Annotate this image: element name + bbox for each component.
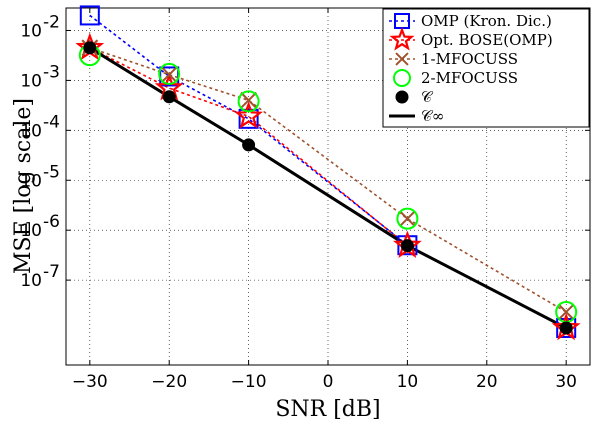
y-tick-exponent: -5 bbox=[43, 162, 60, 182]
legend-label: 𝒞 bbox=[421, 88, 434, 106]
data-point-series-5 bbox=[242, 138, 256, 152]
legend-label: 2-MFOCUSS bbox=[421, 69, 518, 87]
legend-item: 1-MFOCUSS bbox=[389, 50, 518, 68]
legend-item: Opt. BOSE(OMP) bbox=[389, 26, 553, 51]
y-tick-exponent: -3 bbox=[43, 62, 60, 82]
x-tick-label: −20 bbox=[151, 372, 187, 392]
x-marker-stroke bbox=[395, 52, 409, 66]
dot-marker bbox=[400, 239, 414, 253]
legend-label: 𝒞∞ bbox=[421, 107, 444, 125]
series-line-3 bbox=[89, 47, 567, 313]
legend-item: 2-MFOCUSS bbox=[393, 69, 518, 87]
circle-marker bbox=[396, 207, 419, 230]
dot-marker bbox=[559, 321, 573, 335]
data-point-series-1 bbox=[79, 5, 100, 26]
square-marker bbox=[79, 5, 100, 26]
circle-marker bbox=[237, 90, 260, 113]
data-point-series-5 bbox=[162, 90, 176, 104]
data-point-series-1 bbox=[238, 108, 259, 129]
data-point-series-4 bbox=[237, 90, 260, 113]
y-tick-exponent: -6 bbox=[43, 212, 60, 232]
y-tick-label: 10 bbox=[20, 71, 42, 91]
dot-marker bbox=[83, 41, 97, 55]
y-tick-exponent: -2 bbox=[43, 12, 60, 32]
y-tick-label: 10 bbox=[20, 21, 42, 41]
x-tick-label: 10 bbox=[397, 372, 419, 392]
data-point-series-5 bbox=[83, 41, 97, 55]
data-point-series-2 bbox=[234, 101, 263, 129]
data-point-series-5 bbox=[400, 239, 414, 253]
dot-marker bbox=[162, 90, 176, 104]
x-tick-label: −10 bbox=[231, 372, 267, 392]
data-point-series-3 bbox=[160, 66, 178, 84]
star-marker bbox=[234, 101, 263, 129]
data-point-series-3 bbox=[557, 303, 575, 321]
legend-item: 𝒞 bbox=[395, 88, 434, 106]
y-tick-exponent: -4 bbox=[43, 112, 60, 132]
x-marker-stroke bbox=[557, 303, 575, 321]
star-marker bbox=[389, 26, 415, 51]
legend-item: 𝒞∞ bbox=[389, 107, 444, 125]
x-tick-label: 30 bbox=[555, 372, 577, 392]
circle-marker bbox=[158, 62, 181, 85]
x-marker-stroke bbox=[160, 66, 178, 84]
legend-item: OMP (Kron. Dic.) bbox=[389, 12, 552, 30]
legend-label: 1-MFOCUSS bbox=[421, 50, 518, 68]
data-point-series-4 bbox=[396, 207, 419, 230]
x-tick-label: 20 bbox=[476, 372, 498, 392]
y-axis-label: MSE [log scale] bbox=[11, 98, 36, 274]
legend-label: Opt. BOSE(OMP) bbox=[421, 31, 553, 49]
legend: OMP (Kron. Dic.)Opt. BOSE(OMP)1-MFOCUSS2… bbox=[382, 8, 590, 128]
dot-marker bbox=[242, 138, 256, 152]
y-tick-label: 10 bbox=[20, 221, 42, 241]
legend-label: OMP (Kron. Dic.) bbox=[421, 12, 552, 30]
data-point-series-3 bbox=[399, 210, 416, 228]
y-tick-exponent: -7 bbox=[43, 262, 60, 282]
data-point-series-5 bbox=[559, 321, 573, 335]
y-tick-label: 10 bbox=[20, 171, 42, 191]
circle-marker bbox=[393, 69, 411, 87]
y-tick-label: 10 bbox=[20, 121, 42, 141]
x-axis-label: SNR [dB] bbox=[275, 397, 380, 422]
x-tick-label: −30 bbox=[72, 372, 108, 392]
legend-box bbox=[382, 8, 590, 128]
x-marker-stroke bbox=[240, 91, 257, 109]
dot-marker bbox=[395, 90, 409, 104]
series-markers bbox=[75, 5, 581, 341]
square-marker bbox=[238, 108, 259, 129]
x-marker-stroke bbox=[399, 210, 416, 228]
data-point-series-4 bbox=[158, 62, 181, 85]
data-point-series-3 bbox=[240, 91, 257, 109]
y-tick-label: 10 bbox=[20, 271, 42, 291]
x-tick-label: 0 bbox=[323, 372, 334, 392]
